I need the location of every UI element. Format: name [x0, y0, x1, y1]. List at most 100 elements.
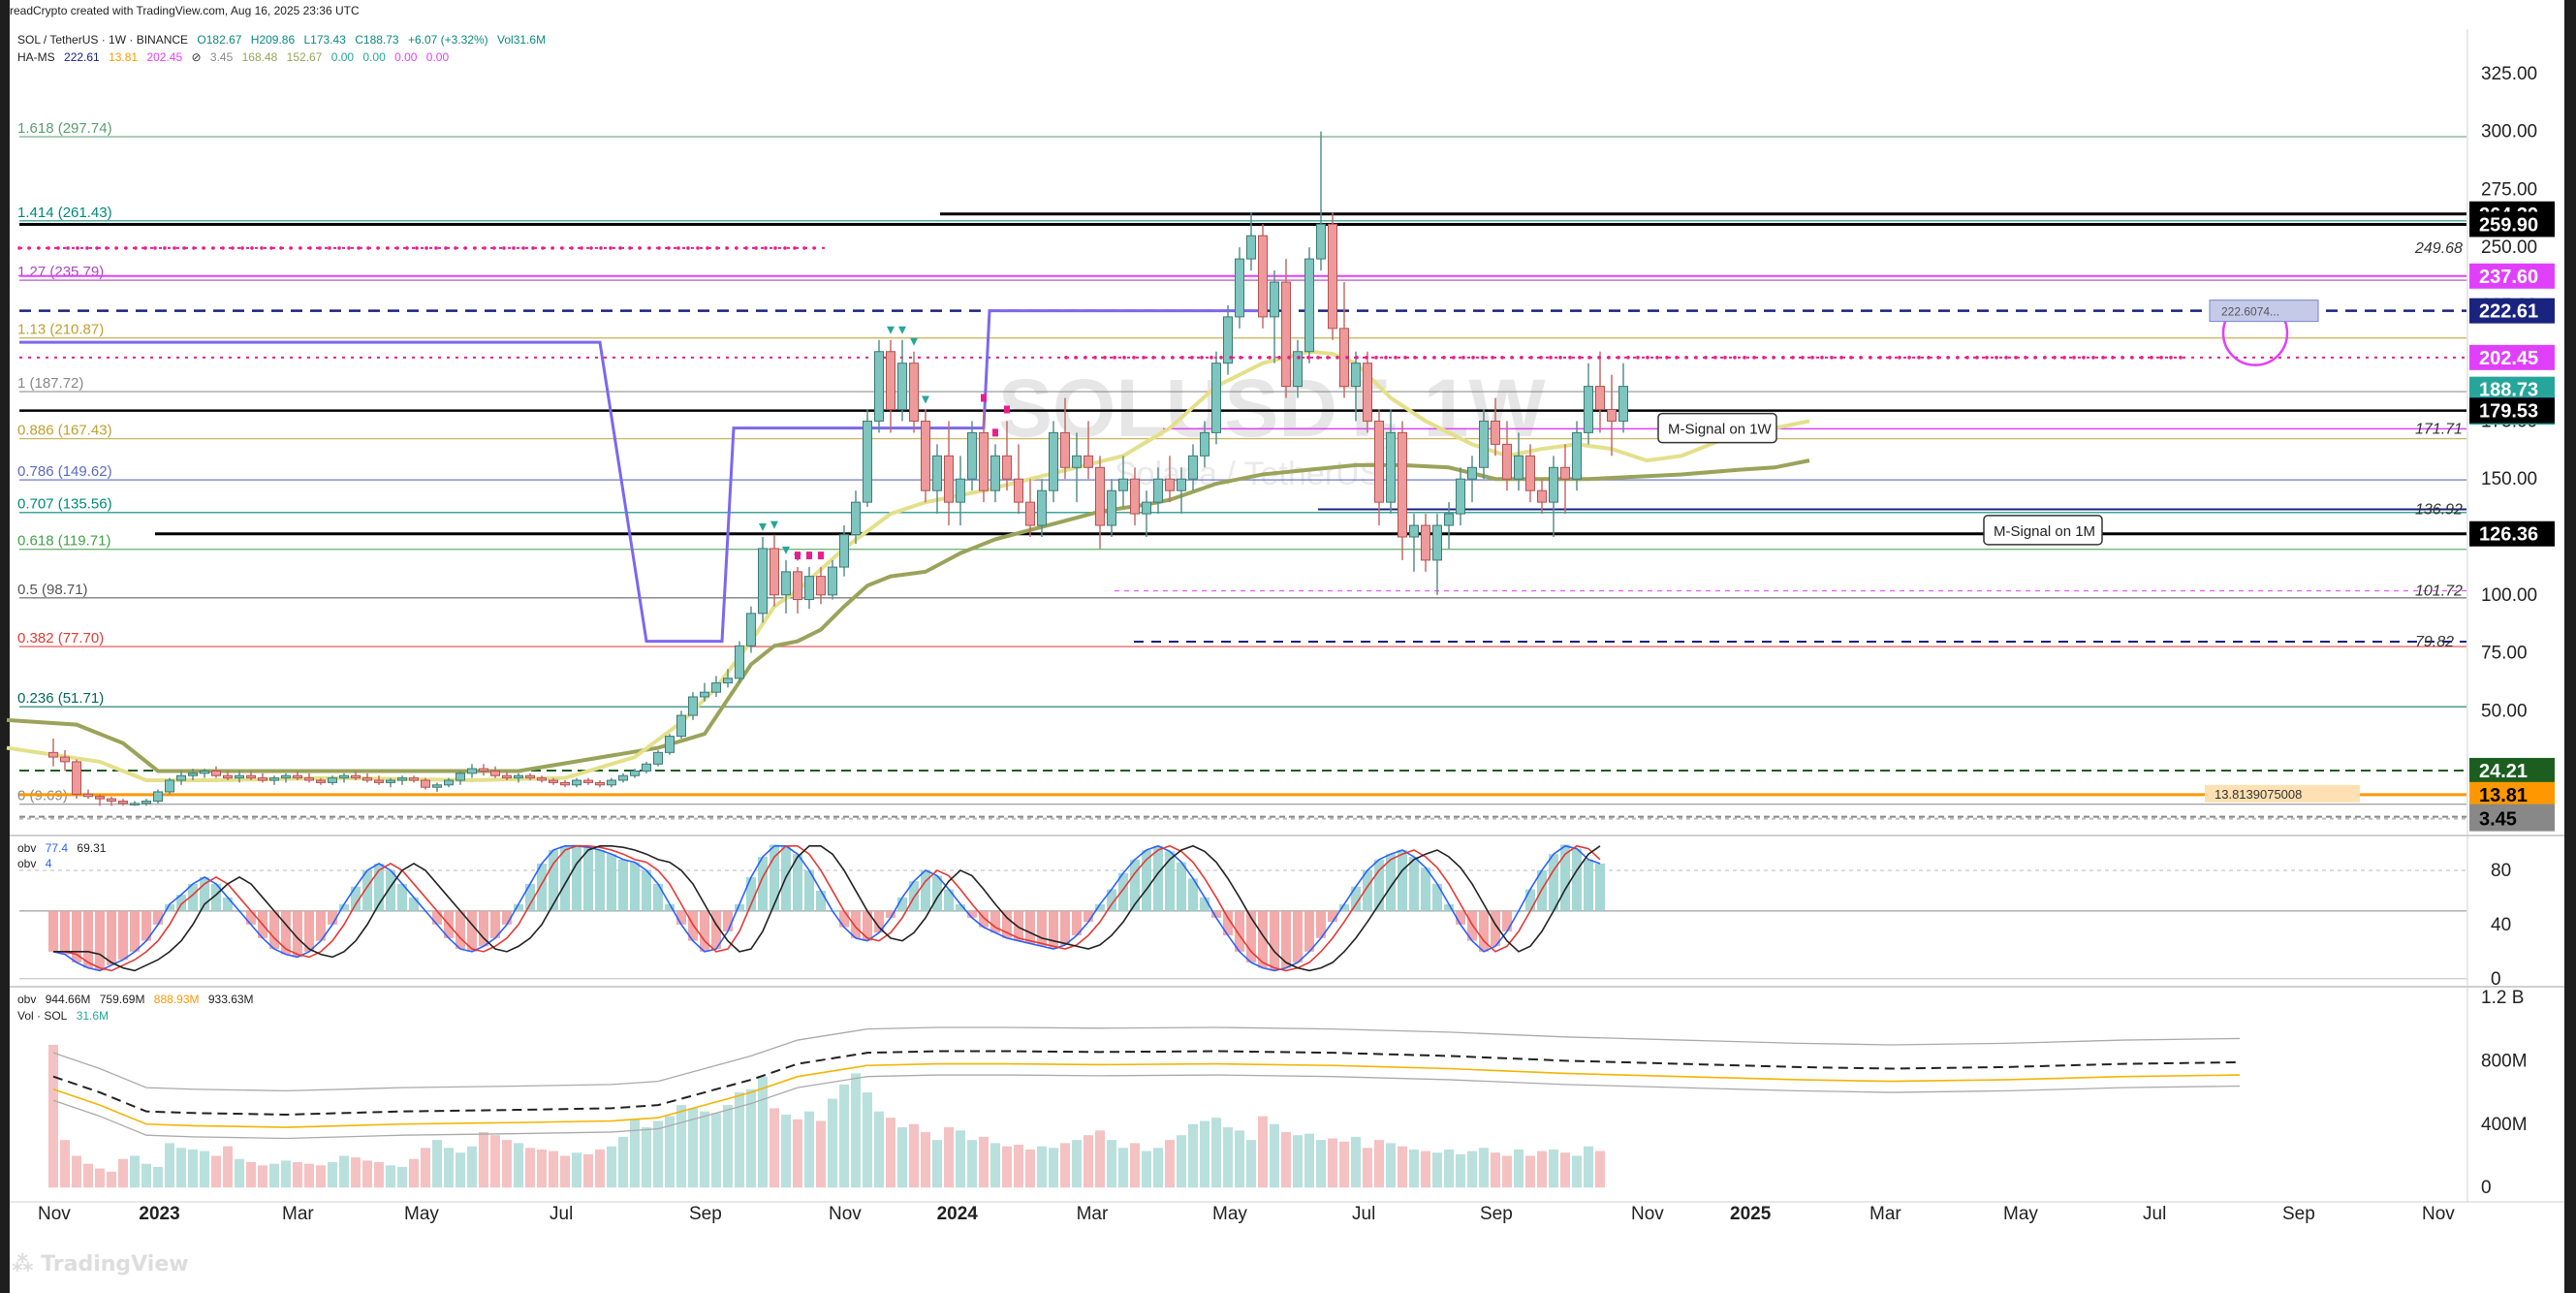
price-tag: 237.60	[2479, 267, 2538, 288]
candle-body	[1235, 258, 1244, 318]
symbol-name[interactable]: SOL / TetherUS · 1W · BINANCE	[17, 33, 189, 47]
pink-marker-dot	[1772, 356, 1775, 360]
candle-body	[1188, 455, 1198, 480]
volume-bar	[118, 1158, 128, 1188]
volume-bar	[351, 1157, 361, 1188]
osc-hist-bar	[1014, 910, 1023, 941]
pink-marker-dot	[1839, 356, 1843, 360]
volume-bar	[1095, 1130, 1105, 1188]
volume-bar	[269, 1163, 279, 1188]
hl-label: 101.72	[2415, 583, 2463, 600]
obv-osc-value-3: 4	[45, 857, 52, 870]
osc-hist-bar	[804, 869, 814, 911]
candle-body	[886, 351, 895, 411]
price-tag-bg	[2469, 520, 2555, 547]
pink-marker-dot	[85, 246, 89, 250]
volume-bar	[1386, 1143, 1396, 1188]
pink-marker-dot	[211, 246, 215, 250]
obv-osc-name[interactable]: obv	[17, 841, 37, 855]
candle-body	[421, 779, 430, 788]
candle-body	[700, 691, 709, 698]
volume-bar	[1595, 1151, 1605, 1188]
pink-marker-dot	[1365, 356, 1368, 360]
time-axis-label: Mar	[282, 1204, 314, 1224]
osc-hist-bar	[467, 910, 477, 952]
ha-ms-value-9: 0.00	[362, 50, 386, 64]
pink-marker-dot	[1277, 356, 1281, 360]
candle-body	[549, 779, 558, 783]
volume-bar	[1491, 1152, 1500, 1188]
candle-body	[1525, 455, 1535, 491]
osc-hist-bar	[1595, 863, 1605, 911]
volume-bar	[165, 1143, 174, 1188]
hl-label: 136.92	[2415, 501, 2463, 518]
osc-hist-bar	[374, 863, 384, 911]
vol-name[interactable]: Vol · SOL	[17, 1009, 68, 1023]
pink-marker-dot	[541, 246, 545, 250]
osc-hist-bar	[60, 910, 70, 955]
volume-bar	[863, 1092, 872, 1188]
pink-marker-dot	[1500, 356, 1504, 360]
pink-marker-dot	[1578, 356, 1582, 360]
pink-marker-dot	[1326, 356, 1330, 360]
candle-body	[665, 736, 675, 753]
osc-hist-bar	[1549, 854, 1558, 911]
candle-body	[979, 431, 989, 491]
pink-marker-dot	[1684, 356, 1688, 360]
price-tag: 126.36	[2479, 524, 2538, 546]
osc-hist-bar	[1130, 859, 1140, 911]
teal-signal-marker	[782, 546, 790, 554]
pink-marker-dot	[231, 246, 235, 250]
pink-marker-dot	[1762, 356, 1766, 360]
osc-hist-bar	[653, 883, 663, 911]
candle-body	[490, 770, 500, 776]
pink-marker-dot	[1956, 356, 1960, 360]
annotation-box	[1657, 412, 1777, 444]
obv-name[interactable]: obv	[17, 993, 37, 1006]
pink-marker-dot	[1733, 356, 1737, 360]
pink-marker-dot	[531, 246, 535, 250]
pink-marker-dot	[570, 246, 574, 250]
pink-marker-dot	[463, 246, 467, 250]
volume-bar	[549, 1151, 558, 1188]
volume-bar	[990, 1143, 1000, 1188]
pink-marker-dot	[2159, 356, 2163, 360]
pink-marker-dot	[1122, 356, 1126, 360]
volume-bar	[95, 1168, 105, 1188]
volume-value: Vol31.6M	[497, 33, 547, 47]
pink-marker-dot	[1384, 356, 1388, 360]
osc-hist-bar	[72, 910, 81, 963]
pink-signal-marker	[981, 394, 987, 402]
osc-hist-bar	[676, 910, 686, 925]
osc-hist-bar	[1246, 910, 1256, 963]
volume-bar	[258, 1165, 267, 1188]
volume-bar	[828, 1098, 837, 1188]
candle-body	[1153, 478, 1163, 503]
volume-bar	[60, 1140, 70, 1188]
tradingview-logo[interactable]: ⁂ TradingView	[12, 1252, 189, 1277]
pink-marker-dot	[1345, 356, 1349, 360]
change-value: +6.07 (+3.32%)	[407, 33, 488, 47]
volume-bar	[665, 1116, 675, 1188]
osc-axis-label: 80	[2491, 861, 2511, 881]
osc-hist-bar	[281, 910, 291, 955]
pink-marker-dot	[706, 246, 709, 250]
candle-body	[1572, 431, 1582, 480]
volume-bar	[1025, 1149, 1035, 1188]
obv-osc-name-2[interactable]: obv	[17, 857, 37, 870]
pink-marker-dot	[1180, 356, 1184, 360]
candle-body	[851, 501, 861, 536]
pink-signal-marker	[806, 552, 812, 560]
volume-bar	[490, 1135, 500, 1188]
pink-marker-dot	[1830, 356, 1834, 360]
volume-bar	[956, 1130, 965, 1188]
candle-body	[746, 613, 756, 646]
volume-bar	[874, 1111, 884, 1188]
osc-hist-bar	[176, 895, 186, 911]
time-axis-label: Sep	[689, 1204, 722, 1224]
volume-bar	[537, 1149, 547, 1188]
ha-ms-name[interactable]: HA-MS	[17, 50, 55, 64]
osc-hist-bar	[1084, 910, 1093, 923]
osc-hist-bar	[200, 876, 209, 911]
